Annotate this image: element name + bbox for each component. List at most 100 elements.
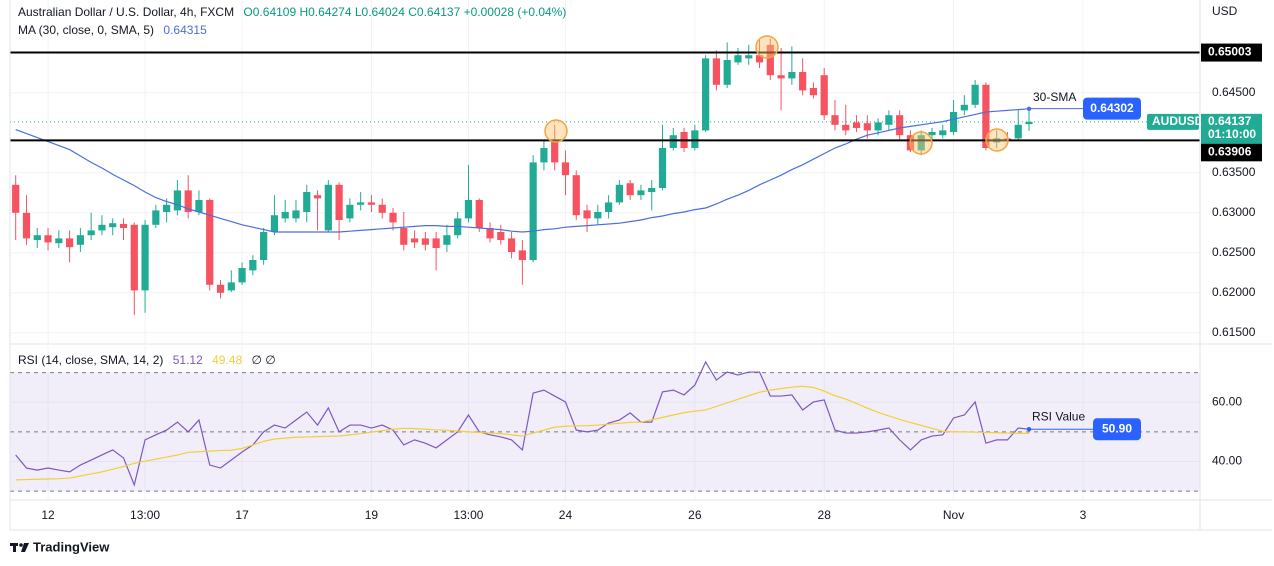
- candle-body: [842, 124, 850, 131]
- x-tick-label: 13:00: [130, 508, 160, 522]
- sma-annotation: 30-SMA: [1033, 90, 1076, 104]
- symbol-label: AUDUSD: [1152, 114, 1204, 128]
- candle-body: [551, 140, 559, 163]
- last-price-box: [1201, 113, 1262, 144]
- sma-label-box: [1083, 97, 1141, 120]
- candle-body: [389, 212, 397, 223]
- candle-body: [939, 130, 947, 136]
- candle-body: [594, 212, 602, 219]
- candle-body: [518, 250, 526, 260]
- candle-body: [755, 55, 764, 63]
- candle-body: [378, 204, 386, 213]
- candle-body: [982, 84, 990, 148]
- candle-body: [1025, 121, 1033, 125]
- rsi-label-box: [1093, 418, 1141, 441]
- candle-body: [400, 228, 408, 245]
- candle-body: [885, 115, 893, 125]
- candle-body: [615, 184, 623, 203]
- candle-body: [863, 123, 871, 131]
- candle-body: [799, 72, 807, 91]
- candle-body: [960, 104, 968, 111]
- candle-body: [1014, 124, 1022, 139]
- logo-shape: [19, 543, 23, 547]
- y-tick-label: 60.00: [1212, 394, 1242, 408]
- candle-body: [109, 223, 117, 228]
- candle-body: [44, 235, 52, 243]
- frame-layer: [9, 0, 1272, 531]
- symbol-header: Australian Dollar / U.S. Dollar, 4h, FXC…: [18, 5, 566, 19]
- candle-body: [572, 175, 580, 216]
- candle-body: [949, 112, 958, 132]
- candle-body: [421, 238, 429, 245]
- highlight-markers: [544, 35, 1009, 155]
- ma-line: [15, 108, 1030, 233]
- candle-body: [917, 135, 925, 151]
- candle-body: [206, 200, 214, 285]
- candle-body: [497, 232, 505, 240]
- candle-body: [163, 204, 171, 212]
- candle-body: [216, 284, 225, 293]
- rsi-axis-label: 50.90: [1102, 421, 1132, 435]
- rsi-legend-name: RSI (14, close, SMA, 14, 2): [18, 353, 163, 367]
- candle-body: [195, 200, 203, 212]
- candle-body: [227, 282, 235, 291]
- currency-label: USD: [1212, 4, 1238, 18]
- x-tick-label: 26: [688, 508, 702, 522]
- candle-body: [540, 148, 548, 163]
- x-tick-label: 24: [559, 508, 573, 522]
- candle-body: [22, 212, 31, 239]
- candle-body: [130, 224, 138, 291]
- x-tick-label: 12: [41, 508, 55, 522]
- candle-body: [745, 55, 753, 59]
- candle-body: [55, 238, 63, 244]
- candle-body: [98, 224, 106, 231]
- candle-body: [443, 235, 451, 245]
- candle-body: [335, 184, 343, 220]
- candle-body: [464, 200, 473, 219]
- rsi-legend: RSI (14, close, SMA, 14, 2) 51.12 49.48 …: [18, 353, 276, 367]
- highlight-circle: [755, 35, 779, 59]
- level-label: 0.63906: [1208, 144, 1252, 158]
- highlight-circle: [985, 128, 1009, 152]
- candle-body: [971, 84, 979, 105]
- logo-shape: [21, 543, 29, 552]
- candle-body: [270, 215, 279, 232]
- level-label-box: [1201, 43, 1262, 62]
- candle-body: [173, 190, 181, 211]
- candle-body: [637, 190, 645, 196]
- y-tick-label: 0.63000: [1212, 205, 1256, 219]
- candle-body: [723, 60, 731, 85]
- y-tick-label: 0.64500: [1212, 85, 1256, 99]
- sma-end-dot: [1026, 106, 1032, 112]
- candle-body: [734, 55, 742, 63]
- candle-body: [648, 188, 656, 192]
- brand-logo: TradingView: [10, 539, 110, 554]
- candle-body: [87, 230, 95, 236]
- x-tick-label: 28: [818, 508, 832, 522]
- countdown-label: 01:10:00: [1208, 127, 1256, 141]
- candle-body: [346, 204, 354, 219]
- candle-body: [605, 202, 613, 212]
- ohlc-quote: O0.64109 H0.64274 L0.64024 C0.64137 +0.0…: [243, 5, 566, 19]
- candle-body: [777, 75, 785, 79]
- candle-body: [626, 183, 634, 196]
- candle-body: [507, 238, 516, 252]
- x-tick-label: 13:00: [453, 508, 483, 522]
- highlight-circle: [909, 131, 933, 155]
- symbol-label-box: [1147, 113, 1199, 130]
- rsi-legend-extra: ∅ ∅: [251, 353, 275, 367]
- candle-body: [12, 184, 20, 213]
- sma-axis-label: 0.64302: [1090, 101, 1134, 115]
- candle-body: [292, 210, 300, 219]
- rsi-line: [15, 385, 1030, 481]
- y-tick-label: 0.62000: [1212, 285, 1256, 299]
- candle-body: [475, 200, 483, 228]
- candle-body: [928, 132, 936, 136]
- y-tick-label: 0.63500: [1212, 165, 1256, 179]
- level-label-box: [1201, 143, 1262, 162]
- candle-body: [76, 235, 84, 245]
- candle-body: [852, 122, 861, 128]
- candle-body: [712, 58, 720, 85]
